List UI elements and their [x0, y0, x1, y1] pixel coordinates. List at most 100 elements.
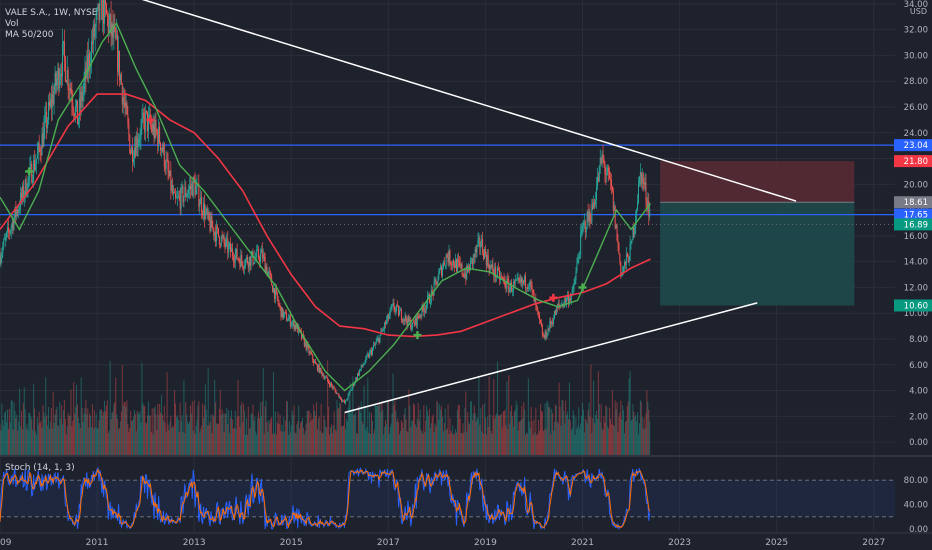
- volume-bar: [408, 389, 410, 455]
- currency-label[interactable]: USD: [909, 7, 927, 16]
- candle-body: [399, 309, 401, 311]
- candle-body: [108, 21, 110, 33]
- volume-bar: [216, 423, 218, 455]
- volume-bar: [610, 424, 612, 455]
- volume-bar: [630, 420, 632, 455]
- candle-body: [443, 261, 445, 266]
- volume-bar: [436, 400, 438, 455]
- candle-body: [297, 324, 299, 333]
- volume-bar: [555, 405, 557, 455]
- volume-bar: [49, 421, 51, 455]
- candle-body: [483, 249, 485, 259]
- candle-body: [10, 226, 12, 232]
- candle-body: [615, 224, 617, 229]
- candle-body: [593, 202, 595, 209]
- candle-body: [194, 180, 196, 196]
- time-axis[interactable]: 2009 2011 2013 2015 2017 2019 2021 2023 2025 2027: [0, 532, 932, 548]
- candle-body: [578, 257, 580, 259]
- volume-bar: [323, 415, 325, 455]
- volume-bar: [452, 425, 454, 455]
- candle-body: [580, 233, 582, 256]
- candle-body: [464, 273, 466, 278]
- candle-body: [51, 94, 53, 109]
- candle-body: [68, 89, 70, 91]
- candle-body: [156, 130, 158, 133]
- volume-bar: [519, 421, 521, 455]
- candle-body: [466, 265, 468, 280]
- candle-body: [250, 255, 252, 266]
- candle-body: [270, 272, 272, 277]
- candle-body: [258, 249, 260, 259]
- volume-bar: [591, 433, 593, 455]
- volume-bar: [293, 405, 295, 455]
- candle-body: [268, 271, 270, 273]
- symbol-legend[interactable]: VALE S.A., 1W, NYSE: [5, 8, 98, 18]
- volume-bar: [109, 361, 111, 455]
- volume-bar: [174, 403, 176, 455]
- volume-bar: [348, 400, 350, 455]
- volume-bar: [407, 432, 409, 455]
- candle-body: [83, 80, 85, 92]
- candle-body: [566, 298, 568, 304]
- volume-bar: [85, 400, 87, 455]
- candle-body: [315, 363, 317, 365]
- volume-bar: [292, 415, 294, 455]
- candle-body: [442, 261, 444, 268]
- volume-bar: [391, 413, 393, 455]
- candle-body: [76, 100, 78, 125]
- horizontal-lines[interactable]: [0, 144, 895, 225]
- candle-body: [624, 261, 626, 267]
- candle-body: [396, 304, 398, 309]
- volume-bar: [444, 408, 446, 455]
- volume-bar: [92, 428, 94, 455]
- candle-body: [329, 382, 331, 386]
- candle-body: [296, 324, 298, 329]
- ma-legend[interactable]: MA 50/200: [5, 30, 54, 40]
- volume-bar: [367, 377, 369, 455]
- candle-body: [170, 170, 172, 191]
- candle-body: [171, 185, 173, 191]
- candle-body: [558, 303, 560, 306]
- candle-body: [109, 14, 111, 22]
- candle-body: [347, 394, 349, 399]
- candle-body: [424, 308, 426, 313]
- volume-bar: [131, 420, 133, 455]
- volume-bar: [562, 400, 564, 455]
- candle-body: [452, 260, 454, 266]
- candle-body: [599, 157, 601, 166]
- price-axis[interactable]: 0.00 2.00 4.00 6.00 8.00 10.00 12.00 14.00 16.00…: [894, 0, 932, 535]
- candle-body: [95, 14, 97, 28]
- candle-body: [459, 262, 461, 267]
- candle-body: [522, 280, 524, 284]
- candle-body: [196, 184, 198, 187]
- volume-bar: [469, 401, 471, 455]
- volume-bar: [84, 408, 86, 455]
- trendlines[interactable]: [136, 0, 797, 414]
- candle-body: [447, 256, 449, 263]
- candle-body: [392, 302, 394, 305]
- candle-body: [161, 148, 163, 152]
- candle-body: [234, 254, 236, 263]
- candle-body: [34, 159, 36, 171]
- candle-body: [579, 255, 581, 258]
- volume-bar: [538, 420, 540, 455]
- candle-body: [232, 256, 234, 262]
- volume-bar: [277, 412, 279, 455]
- candle-body: [594, 202, 596, 205]
- volume-bar: [203, 405, 205, 455]
- candle-body: [192, 177, 194, 197]
- candle-body: [572, 286, 574, 289]
- candle-body: [391, 304, 393, 308]
- candle-body: [45, 111, 47, 118]
- volume-bar: [272, 434, 274, 455]
- volume-legend[interactable]: Vol: [5, 19, 19, 29]
- candle-body: [402, 319, 404, 322]
- volume-bar: [45, 377, 47, 455]
- stoch-legend[interactable]: Stoch (14, 1, 3): [5, 463, 75, 473]
- volume-bar: [492, 415, 494, 455]
- candle-body: [613, 206, 615, 211]
- candle-body: [356, 378, 358, 380]
- candle-body: [616, 224, 618, 241]
- volume-bar: [592, 418, 594, 455]
